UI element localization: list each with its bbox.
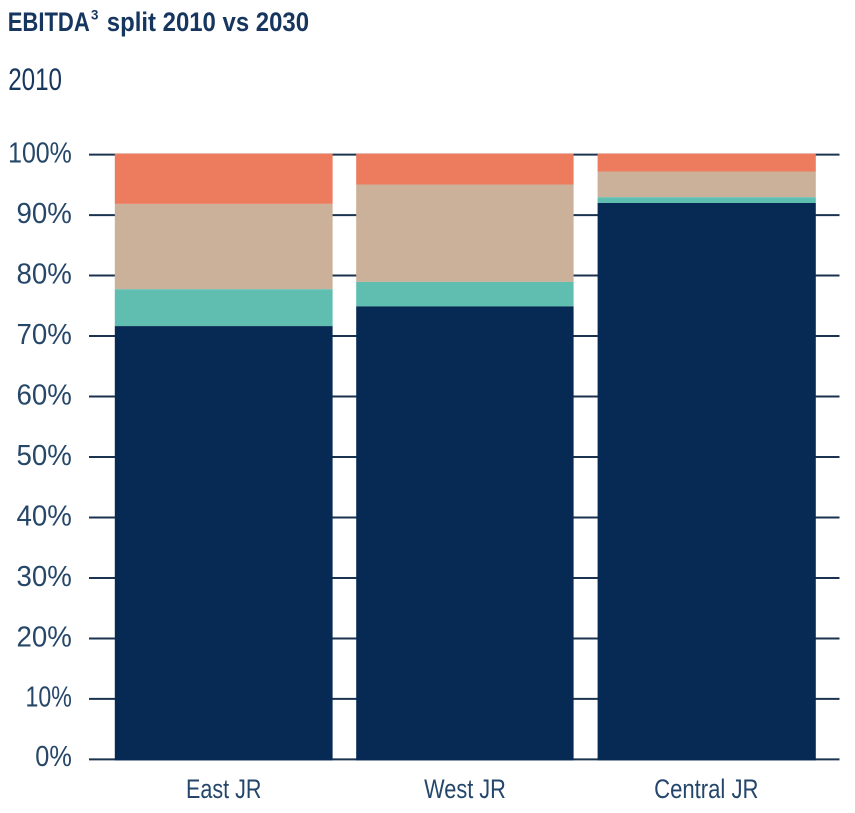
svg-text:80%: 80% — [17, 259, 72, 291]
svg-text:split 2010 vs 2030: split 2010 vs 2030 — [107, 7, 309, 37]
svg-text:EBITDA: EBITDA — [8, 7, 90, 37]
svg-text:West JR: West JR — [424, 774, 506, 804]
svg-text:20%: 20% — [17, 621, 72, 653]
svg-text:70%: 70% — [17, 319, 72, 351]
svg-text:Central JR: Central JR — [654, 774, 758, 804]
svg-text:50%: 50% — [17, 440, 72, 472]
svg-text:30%: 30% — [17, 561, 72, 593]
svg-text:60%: 60% — [17, 380, 72, 412]
svg-text:3: 3 — [91, 8, 99, 23]
svg-text:90%: 90% — [17, 198, 72, 230]
svg-text:100%: 100% — [8, 138, 72, 170]
svg-text:East JR: East JR — [186, 774, 261, 804]
svg-text:2010: 2010 — [8, 61, 62, 97]
svg-text:0%: 0% — [35, 741, 72, 773]
svg-text:10%: 10% — [26, 682, 72, 714]
svg-text:40%: 40% — [17, 501, 72, 533]
